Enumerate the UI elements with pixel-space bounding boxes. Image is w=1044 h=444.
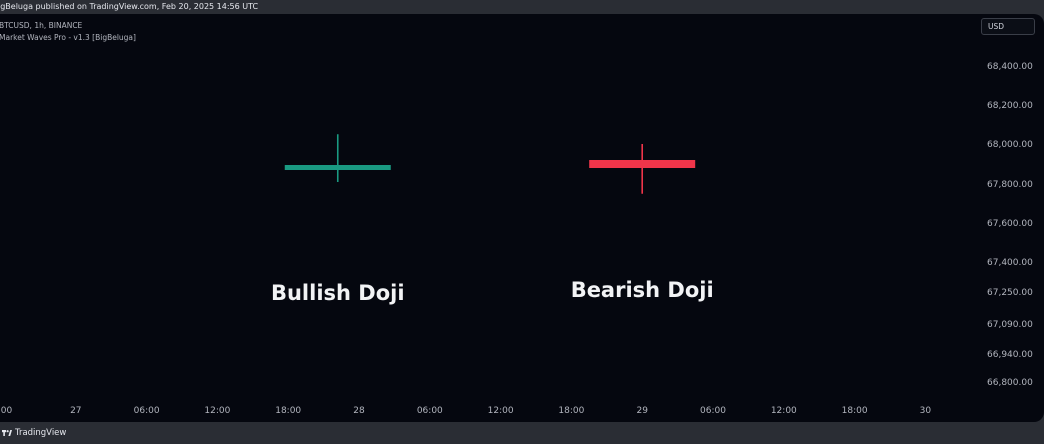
x-tick-label: 12:00 bbox=[204, 406, 230, 416]
chart-legend: BTCUSD, 1h, BINANCE Market Waves Pro - v… bbox=[0, 20, 136, 44]
tradingview-logo[interactable]: TradingView bbox=[2, 427, 66, 439]
x-tick-label: 29 bbox=[636, 406, 648, 416]
annotation-label: Bearish Doji bbox=[571, 278, 714, 302]
x-tick-label: 27 bbox=[70, 406, 81, 416]
indicator-name: Market Waves Pro - v1.3 [BigBeluga] bbox=[0, 33, 136, 42]
x-tick-label: 18:00 bbox=[275, 406, 301, 416]
y-tick-label: 67,800.00 bbox=[987, 180, 1033, 190]
y-tick-label: 68,000.00 bbox=[987, 140, 1033, 150]
chart-panel[interactable]: BTCUSD, 1h, BINANCE Market Waves Pro - v… bbox=[0, 14, 1044, 422]
x-tick-label: 28 bbox=[353, 406, 365, 416]
x-tick-label: 18:00 bbox=[842, 406, 868, 416]
y-tick-label: 66,940.00 bbox=[987, 350, 1033, 360]
symbol-info: BTCUSD, 1h, BINANCE bbox=[0, 21, 83, 30]
annotation-label: Bullish Doji bbox=[271, 281, 405, 305]
y-tick-label: 66,800.00 bbox=[987, 378, 1033, 388]
y-tick-label: 67,600.00 bbox=[987, 219, 1033, 229]
x-tick-label: :00 bbox=[0, 406, 13, 416]
publish-text: igBeluga published on TradingView.com, F… bbox=[0, 2, 259, 11]
tradingview-icon bbox=[2, 430, 12, 436]
x-tick-label: 30 bbox=[920, 406, 932, 416]
x-tick-label: 12:00 bbox=[771, 406, 797, 416]
publish-header: igBeluga published on TradingView.com, F… bbox=[0, 0, 1044, 14]
bearish-doji-body bbox=[589, 160, 696, 168]
y-tick-label: 67,090.00 bbox=[987, 320, 1033, 330]
x-tick-label: 18:00 bbox=[558, 406, 584, 416]
footer-bar: TradingView bbox=[0, 422, 1044, 444]
x-tick-label: 06:00 bbox=[417, 406, 443, 416]
y-tick-label: 67,250.00 bbox=[987, 288, 1033, 298]
bullish-doji-body bbox=[284, 165, 391, 170]
price-chart[interactable]: 68,400.00 68,200.00 68,000.00 67,800.00 67,6… bbox=[0, 14, 1044, 422]
brand-label: TradingView bbox=[15, 428, 67, 438]
y-tick-label: 68,400.00 bbox=[987, 62, 1033, 72]
y-tick-label: 68,200.00 bbox=[987, 101, 1033, 111]
x-tick-label: 06:00 bbox=[134, 406, 160, 416]
x-tick-label: 12:00 bbox=[488, 406, 514, 416]
currency-selector[interactable]: USD bbox=[981, 18, 1035, 35]
y-tick-label: 67,400.00 bbox=[987, 258, 1033, 268]
x-tick-label: 06:00 bbox=[700, 406, 726, 416]
